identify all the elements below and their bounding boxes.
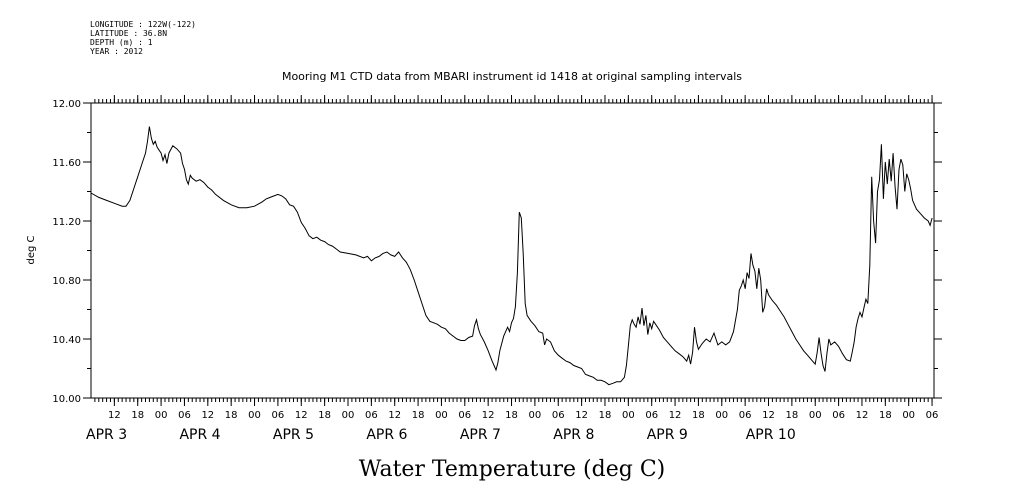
- x-tick-label: 06: [552, 410, 565, 421]
- x-axis-title: Water Temperature (deg C): [359, 457, 666, 482]
- y-tick-label: 12.00: [52, 99, 81, 110]
- x-tick-label: 06: [365, 410, 378, 421]
- latitude-label: LATITUDE : 36.8N: [90, 29, 168, 38]
- x-tick-label: 00: [529, 410, 542, 421]
- x-tick-label: 12: [201, 410, 214, 421]
- longitude-label: LONGITUDE : 122W(-122): [90, 20, 196, 29]
- x-tick-label: 00: [248, 410, 261, 421]
- x-day-label: APR 6: [366, 427, 407, 443]
- x-tick-label: 12: [575, 410, 588, 421]
- temperature-line: [90, 126, 933, 386]
- year-label: YEAR : 2012: [90, 47, 143, 56]
- chart-title: Mooring M1 CTD data from MBARI instrumen…: [282, 70, 742, 83]
- x-tick-label: 18: [412, 410, 425, 421]
- x-tick-label: 06: [458, 410, 471, 421]
- x-tick-label: 00: [435, 410, 448, 421]
- x-day-label: APR 7: [460, 427, 501, 443]
- y-tick-label: 11.20: [52, 217, 81, 228]
- x-tick-label: 12: [856, 410, 869, 421]
- x-tick-label: 00: [155, 410, 168, 421]
- x-day-label: APR 10: [746, 427, 796, 443]
- x-day-label: APR 3: [86, 427, 127, 443]
- x-tick-label: 06: [272, 410, 285, 421]
- x-tick-label: 18: [599, 410, 612, 421]
- x-day-label: APR 4: [179, 427, 220, 443]
- metadata-block: LONGITUDE : 122W(-122) LATITUDE : 36.8N …: [90, 20, 196, 56]
- x-day-label: APR 9: [647, 427, 688, 443]
- y-axis: 10.00 10.40 10.80 11.20 11.60 12.00: [52, 99, 942, 405]
- x-tick-label: 18: [879, 410, 892, 421]
- x-tick-label: 00: [342, 410, 355, 421]
- x-tick-label: 06: [645, 410, 658, 421]
- x-tick-label: 12: [108, 410, 121, 421]
- x-tick-label: 18: [131, 410, 144, 421]
- x-tick-label: 12: [295, 410, 308, 421]
- y-axis-label: deg C: [26, 235, 37, 264]
- depth-label: DEPTH (m) : 1: [90, 38, 153, 47]
- x-day-label: APR 5: [273, 427, 314, 443]
- y-tick-label: 10.80: [52, 276, 81, 287]
- x-axis: 12 18 00 06 12 18 00 06 12 18 00 06 12 18 00 06 12 18 00 06…: [86, 95, 938, 443]
- x-tick-label: 06: [832, 410, 845, 421]
- x-tick-label: 12: [388, 410, 401, 421]
- x-tick-label: 12: [669, 410, 682, 421]
- y-tick-label: 11.60: [52, 158, 81, 169]
- y-tick-label: 10.40: [52, 335, 81, 346]
- x-tick-label: 00: [809, 410, 822, 421]
- x-tick-label: 06: [178, 410, 191, 421]
- x-tick-label: 12: [482, 410, 495, 421]
- x-tick-label: 00: [622, 410, 635, 421]
- x-tick-label: 18: [692, 410, 705, 421]
- x-tick-label: 18: [505, 410, 518, 421]
- x-tick-label: 18: [786, 410, 799, 421]
- x-tick-label: 06: [739, 410, 752, 421]
- plot-frame: [90, 102, 935, 399]
- x-tick-label: 00: [902, 410, 915, 421]
- x-tick-label: 06: [926, 410, 939, 421]
- y-tick-label: 10.00: [52, 394, 81, 405]
- x-tick-label: 18: [318, 410, 331, 421]
- x-tick-label: 00: [715, 410, 728, 421]
- x-tick-label: 12: [762, 410, 775, 421]
- x-day-label: APR 8: [553, 427, 594, 443]
- x-tick-label: 18: [225, 410, 238, 421]
